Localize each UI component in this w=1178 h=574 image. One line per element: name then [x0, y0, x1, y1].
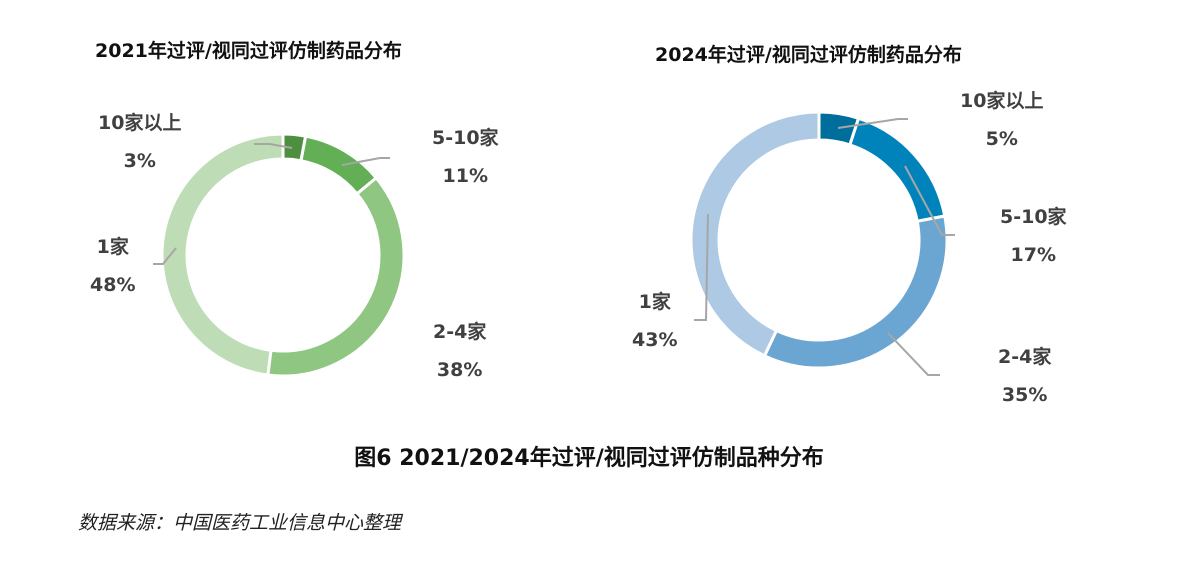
- label-2024-1: 1家 43%: [632, 291, 678, 351]
- donut-slice: [689, 110, 821, 358]
- chart-title-2021: 2021年过评/视同过评仿制药品分布: [95, 40, 402, 62]
- donut-slice: [848, 116, 947, 224]
- leader-line: [837, 118, 908, 129]
- leader-line: [887, 332, 940, 376]
- donut-slice: [762, 214, 949, 370]
- donut-2024: [689, 110, 949, 370]
- donut-slice: [160, 132, 285, 377]
- donut-slice: [266, 175, 406, 378]
- donut-2021: [160, 132, 406, 378]
- label-2021-1: 1家 48%: [90, 236, 136, 296]
- leader-line: [904, 165, 955, 236]
- label-2024-2-4: 2-4家 35%: [998, 346, 1052, 406]
- label-2024-10plus: 10家以上 5%: [960, 90, 1044, 150]
- data-source: 数据来源：中国医药工业信息中心整理: [78, 512, 402, 534]
- label-2021-10plus: 10家以上 3%: [98, 112, 182, 172]
- leader-line: [254, 143, 293, 149]
- chart-title-2024: 2024年过评/视同过评仿制药品分布: [655, 44, 962, 66]
- donut-slice: [299, 134, 379, 196]
- leader-line: [153, 247, 177, 265]
- label-2021-5-10: 5-10家 11%: [432, 127, 499, 187]
- leader-line: [341, 157, 390, 166]
- figure-caption: 图6 2021/2024年过评/视同过评仿制品种分布: [354, 446, 824, 471]
- label-2021-2-4: 2-4家 38%: [433, 321, 487, 381]
- label-2024-5-10: 5-10家 17%: [1000, 206, 1067, 266]
- leader-line: [694, 213, 709, 321]
